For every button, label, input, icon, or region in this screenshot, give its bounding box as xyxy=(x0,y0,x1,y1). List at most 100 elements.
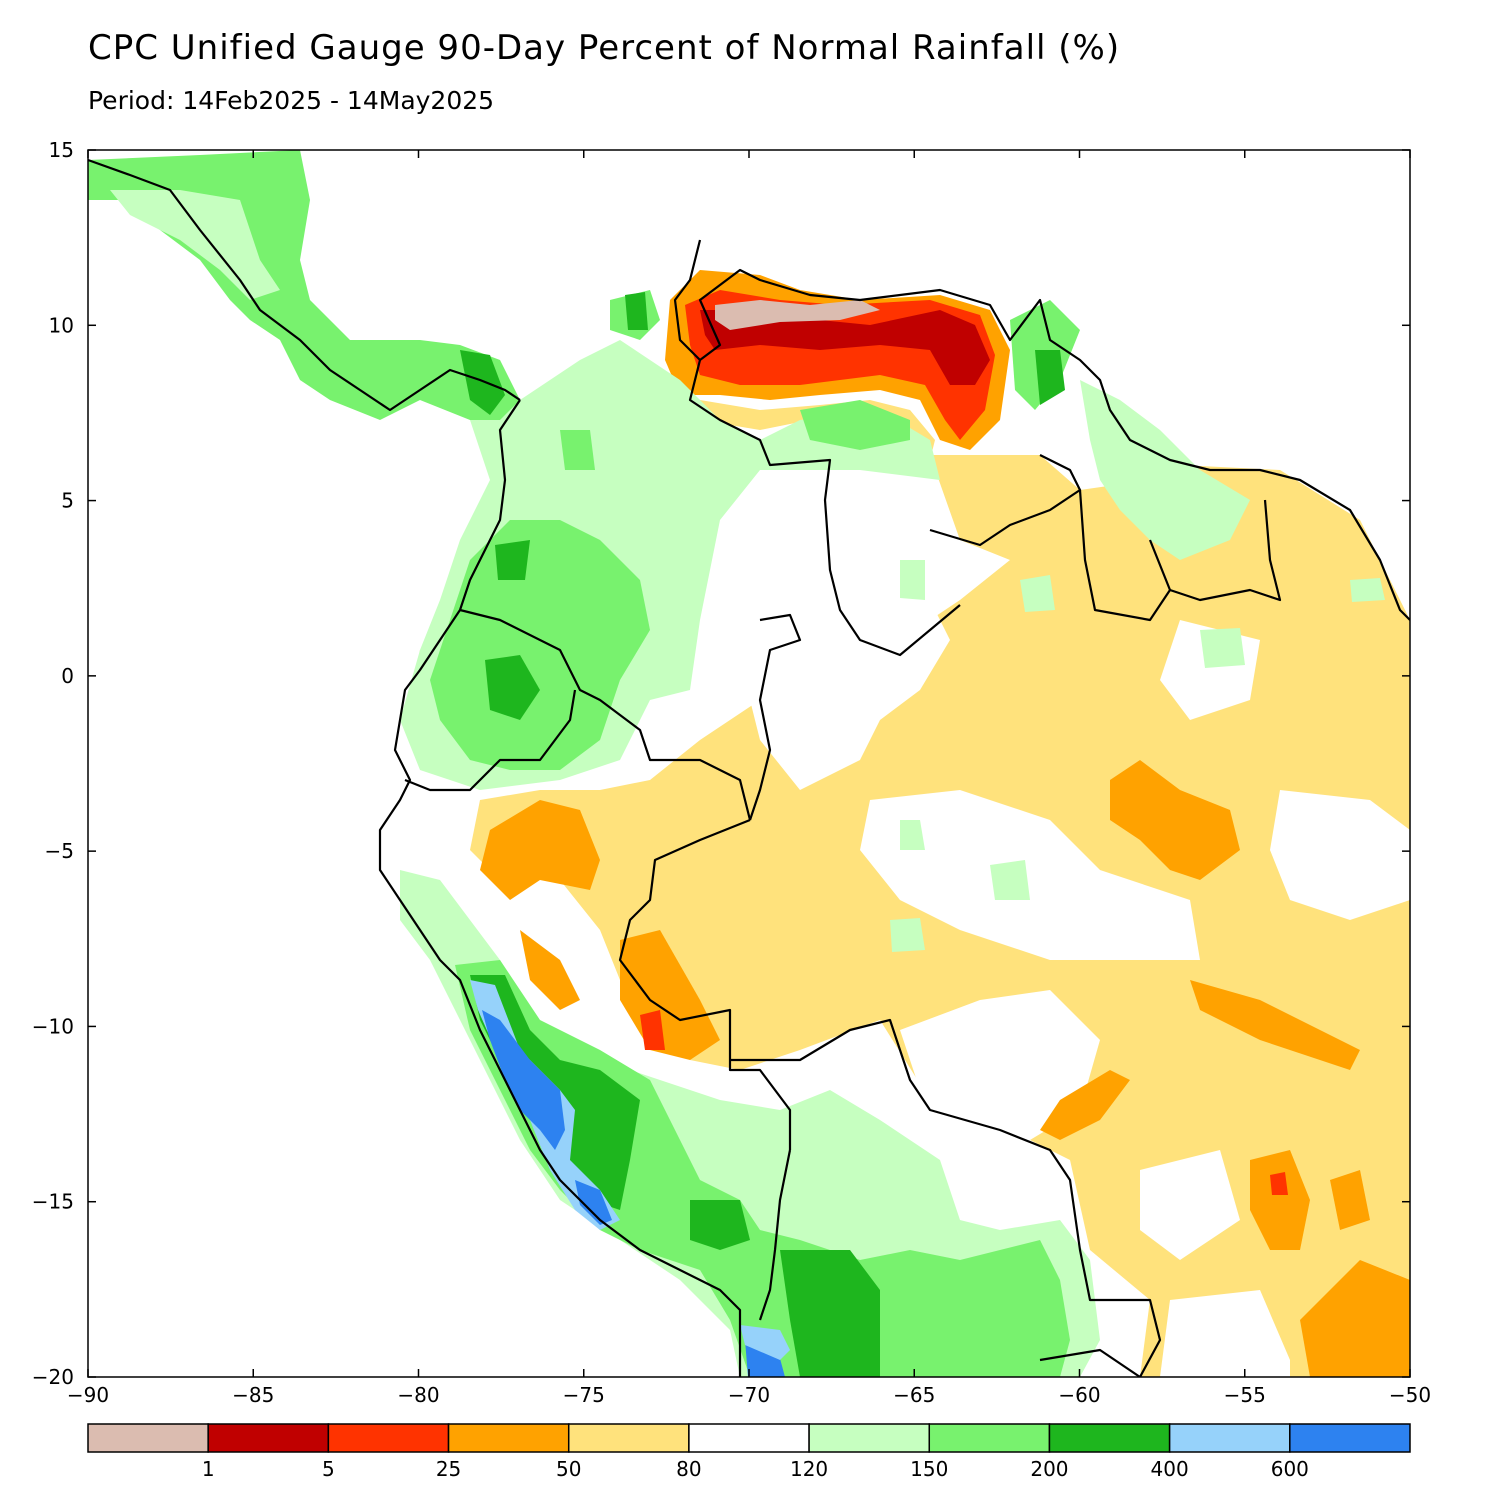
border-venezuela-brazil xyxy=(929,454,1082,547)
region-5-25-a xyxy=(640,1010,665,1050)
region-150-200-peru xyxy=(455,960,1070,1377)
colorbar-label: 200 xyxy=(1030,1457,1068,1481)
colorbar-swatch xyxy=(928,1423,1051,1453)
colorbar-label: 150 xyxy=(910,1457,948,1481)
border-bolivia-paraguay xyxy=(1039,1348,1141,1377)
coastline-central-america xyxy=(88,158,521,412)
region-120-150-small-a xyxy=(900,560,925,600)
region-80-120-se xyxy=(1270,790,1410,920)
colorbar-swatch xyxy=(1168,1423,1291,1453)
lat-tick-label: −20 xyxy=(32,1365,74,1389)
region-120-150-small-e xyxy=(990,860,1030,900)
region-150-200-colombia-ne xyxy=(800,400,910,450)
coastline-borders xyxy=(88,158,1410,1377)
region-25-50-a xyxy=(1110,760,1240,880)
region-25-50-e xyxy=(1190,980,1360,1070)
region-120-150-small-d xyxy=(900,820,925,850)
border-colombia-peru xyxy=(459,608,752,821)
lat-tick-label: 10 xyxy=(49,313,74,337)
region-50-80-venezuela-rim xyxy=(660,380,935,460)
lon-tick-label: −90 xyxy=(67,1383,109,1407)
border-bolivia-brazil xyxy=(730,1018,1162,1377)
chart-title: CPC Unified Gauge 90-Day Percent of Norm… xyxy=(88,28,1121,68)
region-120-150-small-f xyxy=(890,918,925,952)
region-80-120-center xyxy=(740,560,950,790)
lat-tick-label: −10 xyxy=(32,1014,74,1038)
region-25-50-i xyxy=(1330,1170,1370,1230)
colorbar-swatch xyxy=(327,1423,450,1453)
lon-tick-label: −80 xyxy=(397,1383,439,1407)
region-200-400-colombia-n xyxy=(625,292,648,330)
lat-tick-label: −5 xyxy=(45,839,74,863)
colorbar-swatch xyxy=(87,1423,209,1453)
lon-tick-label: −85 xyxy=(232,1383,274,1407)
lat-tick-label: 0 xyxy=(61,664,74,688)
colorbar-swatch xyxy=(567,1423,690,1453)
lon-tick-label: −50 xyxy=(1389,1383,1431,1407)
region-120-150-guianas xyxy=(1080,380,1250,560)
region-gt600-peru xyxy=(482,1010,565,1150)
colorbar-swatch xyxy=(1289,1423,1411,1453)
region-80-120-s2 xyxy=(1140,1150,1240,1260)
colorbar-label: 1 xyxy=(202,1457,215,1481)
region-120-150-small-g xyxy=(1350,578,1385,602)
period-subtitle: Period: 14Feb2025 - 14May2025 xyxy=(88,86,495,115)
colorbar-swatch xyxy=(447,1423,570,1453)
lon-tick-label: −60 xyxy=(1058,1383,1100,1407)
region-25-50-d xyxy=(520,930,580,1010)
region-150-200-colombia xyxy=(430,520,650,770)
colorbar-label: 50 xyxy=(556,1457,581,1481)
region-200-400-ecuador xyxy=(485,655,540,720)
border-colombia-brazil xyxy=(748,613,802,821)
colorbar-swatch xyxy=(688,1423,810,1453)
region-120-150-small-b xyxy=(1020,575,1055,612)
map-axes: −90 −85 −80 −75 −70 −65 −60 −55 −50 15 10 5 0 −5 −10 −1… xyxy=(32,138,1431,1407)
colorbar-label: 80 xyxy=(676,1457,701,1481)
lon-tick-label: −70 xyxy=(728,1383,770,1407)
colorbar: 1 5 25 50 80 120 150 200 400 600 xyxy=(87,1423,1411,1481)
region-200-400-bolivia xyxy=(780,1250,880,1377)
colorbar-label: 400 xyxy=(1151,1457,1189,1481)
coastline-south-america xyxy=(673,239,1410,621)
region-25-50-h xyxy=(1300,1260,1410,1377)
region-gt600-peru-s xyxy=(575,1180,612,1225)
region-200-400-peru-s xyxy=(690,1200,750,1250)
border-suriname xyxy=(1169,499,1282,602)
region-80-120-s3 xyxy=(1160,1290,1290,1377)
region-25-50-f xyxy=(1040,1070,1130,1140)
border-colombia-venezuela xyxy=(688,359,961,657)
rainfall-field xyxy=(88,150,1410,1377)
border-ecuador-peru xyxy=(404,689,577,792)
region-200-400-colombia-coast xyxy=(495,540,530,580)
lat-tick-label: −15 xyxy=(32,1190,74,1214)
lon-tick-label: −55 xyxy=(1224,1383,1266,1407)
region-400-600-chile xyxy=(740,1325,790,1360)
border-guyana xyxy=(1078,489,1172,622)
region-80-120-south xyxy=(860,790,1200,960)
lon-tick-label: −65 xyxy=(893,1383,935,1407)
border-peru-brazil xyxy=(618,818,792,1150)
region-80-120-sw xyxy=(900,990,1100,1140)
region-120-150-central-america xyxy=(110,190,280,300)
region-120-150-peru xyxy=(400,870,1100,1377)
lat-tick-label: 15 xyxy=(49,138,74,162)
lat-tick-label: 5 xyxy=(61,489,74,513)
colorbar-label: 5 xyxy=(322,1457,335,1481)
colorbar-label: 600 xyxy=(1271,1457,1309,1481)
region-25-50-b xyxy=(480,800,600,900)
region-5-25-b xyxy=(1270,1172,1288,1195)
coastline-pacific xyxy=(378,399,742,1377)
region-120-150-small-c xyxy=(1200,628,1245,668)
lon-tick-label: −75 xyxy=(563,1383,605,1407)
region-200-400-guyana xyxy=(1035,350,1065,405)
colorbar-swatch xyxy=(1048,1423,1171,1453)
border-peru-bolivia xyxy=(758,1149,792,1321)
region-lt1-venezuela xyxy=(715,300,880,330)
region-150-200-colombia-mid xyxy=(560,430,595,470)
colorbar-label: 120 xyxy=(790,1457,828,1481)
colorbar-swatch xyxy=(207,1423,330,1453)
region-200-400-panama xyxy=(460,350,505,415)
region-1-5-venezuela xyxy=(700,310,990,385)
colorbar-label: 25 xyxy=(436,1457,461,1481)
